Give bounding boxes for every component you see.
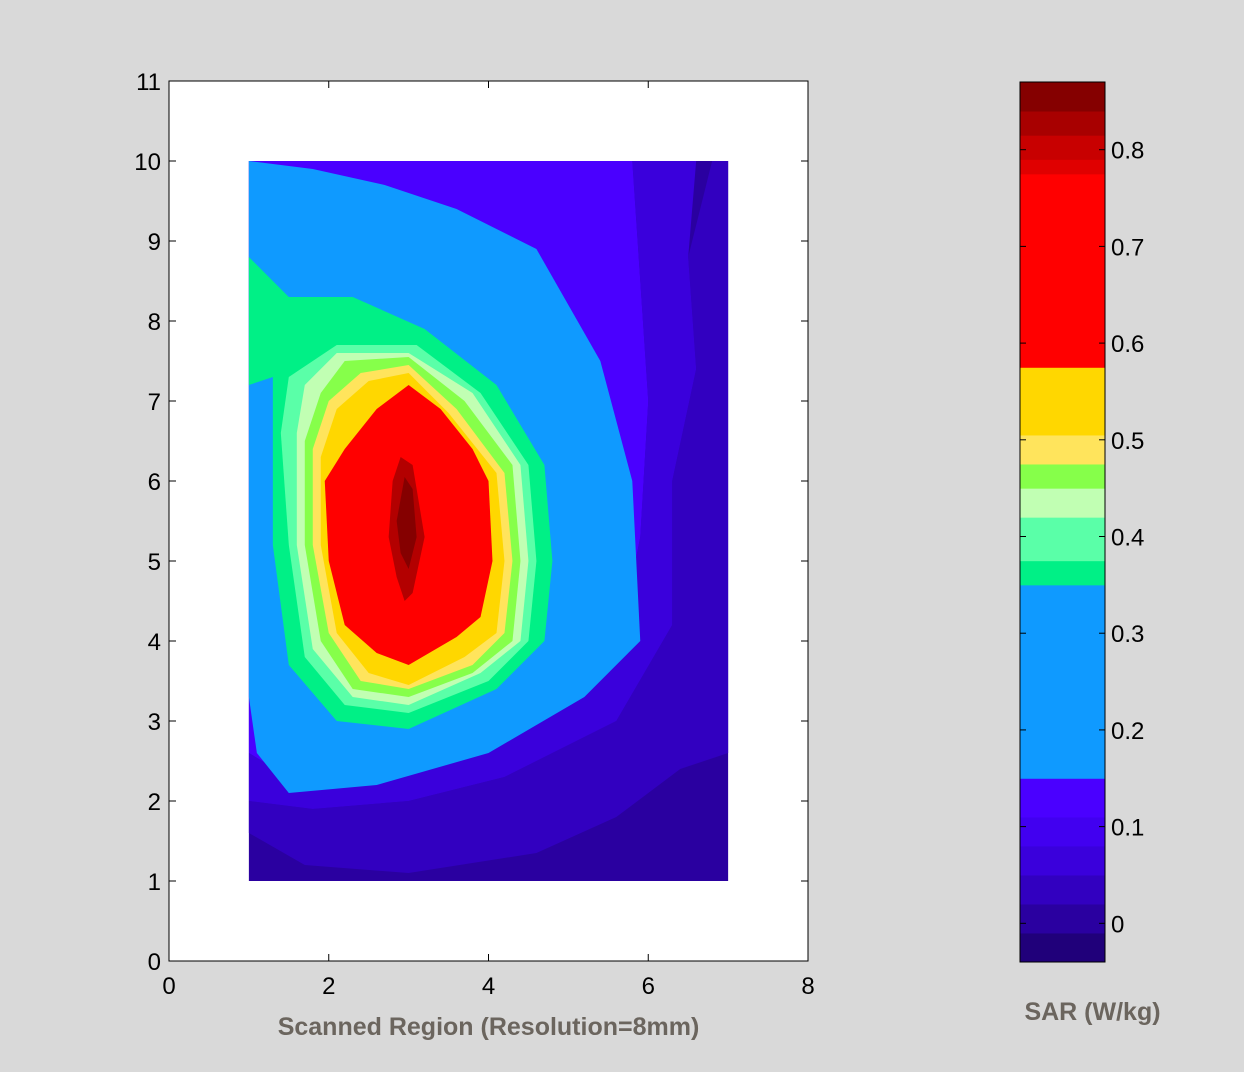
colorbar-band — [1020, 82, 1105, 112]
y-tick-label: 10 — [134, 149, 161, 176]
contour-region — [396, 477, 417, 569]
colorbar-tick-label: 0.7 — [1111, 234, 1144, 261]
colorbar-tick-label: 0.1 — [1111, 815, 1144, 842]
y-tick-label: 4 — [148, 629, 161, 656]
colorbar-band — [1020, 517, 1105, 562]
x-axis-title: Scanned Region (Resolution=8mm) — [278, 1013, 700, 1041]
colorbar-band — [1020, 560, 1105, 586]
colorbar-tick-label: 0.4 — [1111, 525, 1144, 552]
colorbar-tick-label: 0.3 — [1111, 621, 1144, 648]
y-tick-label: 11 — [136, 69, 161, 96]
colorbar-band — [1020, 434, 1105, 465]
y-tick-label: 9 — [148, 229, 161, 256]
y-tick-label: 0 — [148, 949, 161, 976]
contour-regions — [248, 161, 641, 793]
y-tick-label: 7 — [148, 389, 161, 416]
x-tick-label: 2 — [322, 973, 335, 1000]
colorbar-band — [1020, 845, 1105, 876]
y-axis-ticks: 0 1 2 3 4 5 6 7 8 9 10 11 — [134, 69, 808, 976]
colorbar-band — [1020, 135, 1105, 160]
colorbar-tick-label: 0.6 — [1111, 331, 1144, 358]
contour-axes: 0 2 4 6 8 0 1 2 3 4 5 6 7 8 9 10 11 — [134, 69, 814, 1000]
colorbar-tick-label: 0.8 — [1111, 138, 1144, 165]
x-tick-label: 6 — [642, 973, 655, 1000]
x-tick-label: 8 — [801, 973, 814, 1000]
colorbar-title: SAR (W/kg) — [1024, 998, 1160, 1026]
x-axis-ticks: 0 2 4 6 8 — [162, 81, 815, 1000]
y-tick-label: 6 — [148, 469, 161, 496]
colorbar-band — [1020, 367, 1105, 436]
x-tick-label: 4 — [482, 973, 495, 1000]
colorbar-band — [1020, 173, 1105, 368]
colorbar-bands — [1020, 82, 1105, 963]
colorbar-band — [1020, 874, 1105, 905]
y-tick-label: 5 — [148, 549, 161, 576]
x-tick-label: 0 — [162, 973, 175, 1000]
colorbar-band — [1020, 584, 1105, 779]
colorbar-tick-label: 0 — [1111, 911, 1124, 938]
colorbar-frame — [1019, 81, 1106, 963]
low-level-band — [248, 161, 697, 809]
colorbar-band — [1020, 816, 1105, 847]
colorbar-band — [1020, 488, 1105, 518]
colorbar-band — [1020, 159, 1105, 175]
colorbar-band — [1020, 903, 1105, 934]
colorbar-tick-label: 0.5 — [1111, 428, 1144, 455]
colorbar-ticks: 0 0.1 0.2 0.3 0.4 0.5 0.6 0.7 0.8 — [1020, 138, 1144, 938]
y-tick-label: 1 — [148, 869, 161, 896]
y-tick-label: 8 — [148, 309, 161, 336]
colorbar-band — [1020, 463, 1105, 489]
colorbar: 0 0.1 0.2 0.3 0.4 0.5 0.6 0.7 0.8 — [1019, 81, 1144, 963]
colorbar-band — [1020, 111, 1105, 136]
colorbar-band — [1020, 932, 1105, 963]
y-tick-label: 3 — [148, 709, 161, 736]
colorbar-band — [1020, 778, 1105, 818]
y-tick-label: 2 — [148, 789, 161, 816]
colorbar-tick-label: 0.2 — [1111, 718, 1144, 745]
